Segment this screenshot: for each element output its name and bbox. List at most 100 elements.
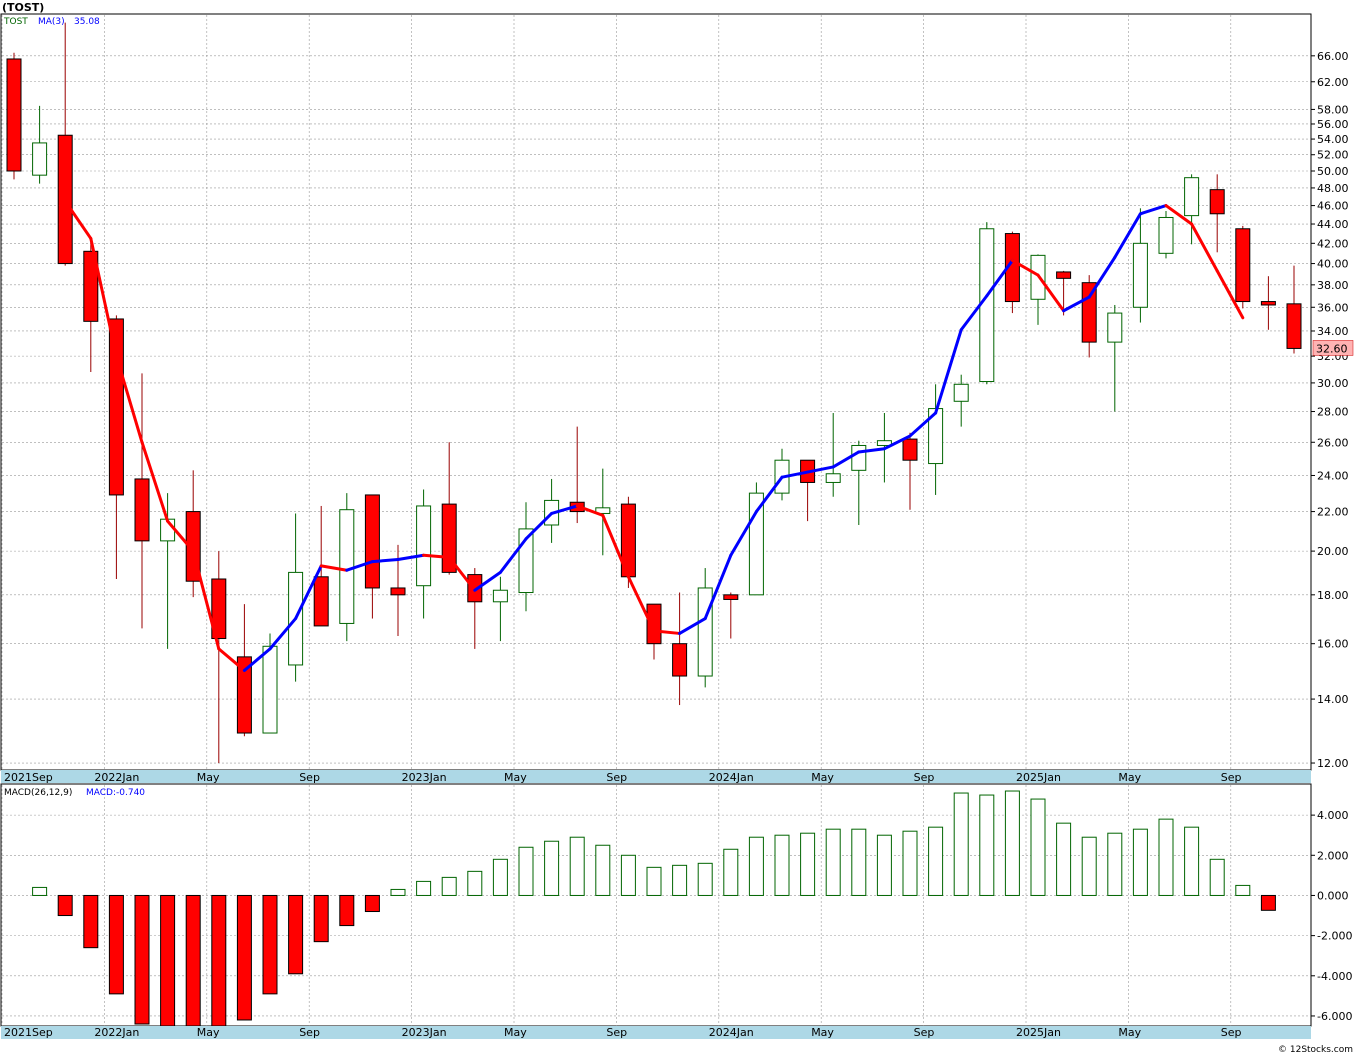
- macd-bar: [876, 834, 892, 896]
- macd-x-tick-label: May: [197, 1026, 220, 1039]
- price-tick-label: 52.00: [1317, 149, 1349, 162]
- macd-bar: [288, 894, 304, 975]
- candle-body: [57, 134, 73, 265]
- price-tick-label: 62.00: [1317, 76, 1349, 89]
- price-x-tick-label: 2025Jan: [1016, 771, 1061, 784]
- candle-body: [1107, 312, 1123, 343]
- ma3-segment: [985, 258, 1014, 298]
- watermark: © 12Stocks.com: [1278, 1045, 1353, 1055]
- price-tick-label: 18.00: [1317, 589, 1349, 602]
- candle: [134, 373, 150, 629]
- macd-bar: [262, 894, 278, 995]
- price-x-tick-label: 2023Jan: [402, 771, 447, 784]
- ma3-segment: [498, 537, 528, 574]
- price-tick-label: 12.00: [1317, 757, 1349, 770]
- candle-body: [876, 440, 892, 446]
- macd-tick-label: -4.000: [1317, 970, 1352, 983]
- candle: [492, 576, 508, 642]
- ma3-segment: [908, 411, 938, 438]
- price-tick-label: 40.00: [1317, 258, 1349, 271]
- candle: [1235, 225, 1251, 309]
- candle-body: [953, 383, 969, 402]
- macd-y-axis: 4.000 2.000 0.000 -2.000 -4.000 -6.000: [1311, 809, 1352, 1023]
- macd-bar: [953, 792, 969, 896]
- macd-bar: [57, 894, 73, 917]
- ma3-segment: [1087, 255, 1117, 299]
- ma3-segment: [242, 647, 272, 672]
- macd-x-tick-label: May: [1118, 1026, 1141, 1039]
- ma3-line: [63, 199, 1245, 672]
- macd-bar: [1056, 822, 1072, 896]
- ma3-segment: [63, 199, 93, 240]
- candle-body: [1056, 271, 1072, 279]
- macd-bar: [1107, 832, 1123, 896]
- price-grid: [1, 15, 1310, 770]
- price-tick-label: 16.00: [1317, 638, 1349, 651]
- candle: [1132, 208, 1148, 323]
- legend-symbol: TOST: [3, 17, 28, 27]
- candle-body: [1286, 303, 1302, 349]
- candle: [57, 22, 73, 266]
- candle-body: [236, 656, 252, 734]
- candle-body: [364, 494, 380, 589]
- price-tick-label: 44.00: [1317, 218, 1349, 231]
- macd-tick-label: -2.000: [1317, 930, 1352, 943]
- candle-body: [672, 643, 688, 677]
- macd-x-tick-label: May: [811, 1026, 834, 1039]
- candle-body: [748, 492, 764, 596]
- candle-body: [313, 576, 329, 627]
- price-tick-label: 46.00: [1317, 200, 1349, 213]
- candle: [723, 592, 739, 639]
- price-tick-label: 26.00: [1317, 436, 1349, 449]
- ma3-segment: [575, 504, 605, 517]
- macd-bar: [390, 888, 406, 896]
- candle-body: [902, 438, 918, 461]
- price-x-tick-label: May: [197, 771, 220, 784]
- ma3-segment: [396, 553, 426, 561]
- last-price-tag: 32.60: [1312, 340, 1354, 356]
- candle: [441, 442, 457, 575]
- macd-x-tick-label: 2021Sep: [4, 1026, 53, 1039]
- macd-x-tick-label: 2023Jan: [402, 1026, 447, 1039]
- macd-bar: [1235, 884, 1251, 896]
- candle-body: [979, 228, 995, 383]
- price-x-axis-strip: [1, 770, 1311, 783]
- price-tick-label: 36.00: [1317, 301, 1349, 314]
- ma3-segment: [370, 557, 400, 564]
- candle: [1260, 276, 1276, 330]
- candle: [467, 568, 483, 649]
- ma3-segment: [780, 470, 810, 479]
- macd-tick-label: 4.000: [1317, 809, 1349, 822]
- macd-bar: [928, 826, 944, 896]
- price-tick-label: 56.00: [1317, 118, 1349, 131]
- macd-bar: [211, 894, 227, 1027]
- candle-body: [646, 603, 662, 645]
- candle: [1158, 211, 1174, 259]
- macd-bar: [672, 864, 688, 896]
- ma3-segment: [345, 560, 374, 572]
- macd-bar: [83, 894, 99, 949]
- macd-bar: [313, 894, 329, 943]
- ma3-segment: [601, 513, 630, 579]
- price-tick-label: 24.00: [1317, 469, 1349, 482]
- candle: [1184, 174, 1200, 245]
- ma3-segment: [294, 564, 323, 621]
- candle: [6, 52, 22, 180]
- price-tick-label: 58.00: [1317, 103, 1349, 116]
- macd-bar: [851, 828, 867, 896]
- ma3-segment: [524, 511, 554, 541]
- price-tick-label: 54.00: [1317, 133, 1349, 146]
- macd-bar: [774, 834, 790, 896]
- macd-bar: [1132, 828, 1148, 896]
- macd-bar: [723, 848, 739, 896]
- macd-bar: [569, 836, 585, 896]
- candle: [595, 468, 611, 556]
- price-tick-label: 22.00: [1317, 506, 1349, 519]
- macd-x-tick-label: Sep: [606, 1026, 627, 1039]
- macd-bar: [1209, 858, 1225, 896]
- price-x-tick-label: May: [811, 771, 834, 784]
- candle: [1004, 231, 1020, 314]
- price-x-tick-label: Sep: [299, 771, 320, 784]
- candle: [748, 482, 764, 596]
- macd-bars: [32, 790, 1276, 1027]
